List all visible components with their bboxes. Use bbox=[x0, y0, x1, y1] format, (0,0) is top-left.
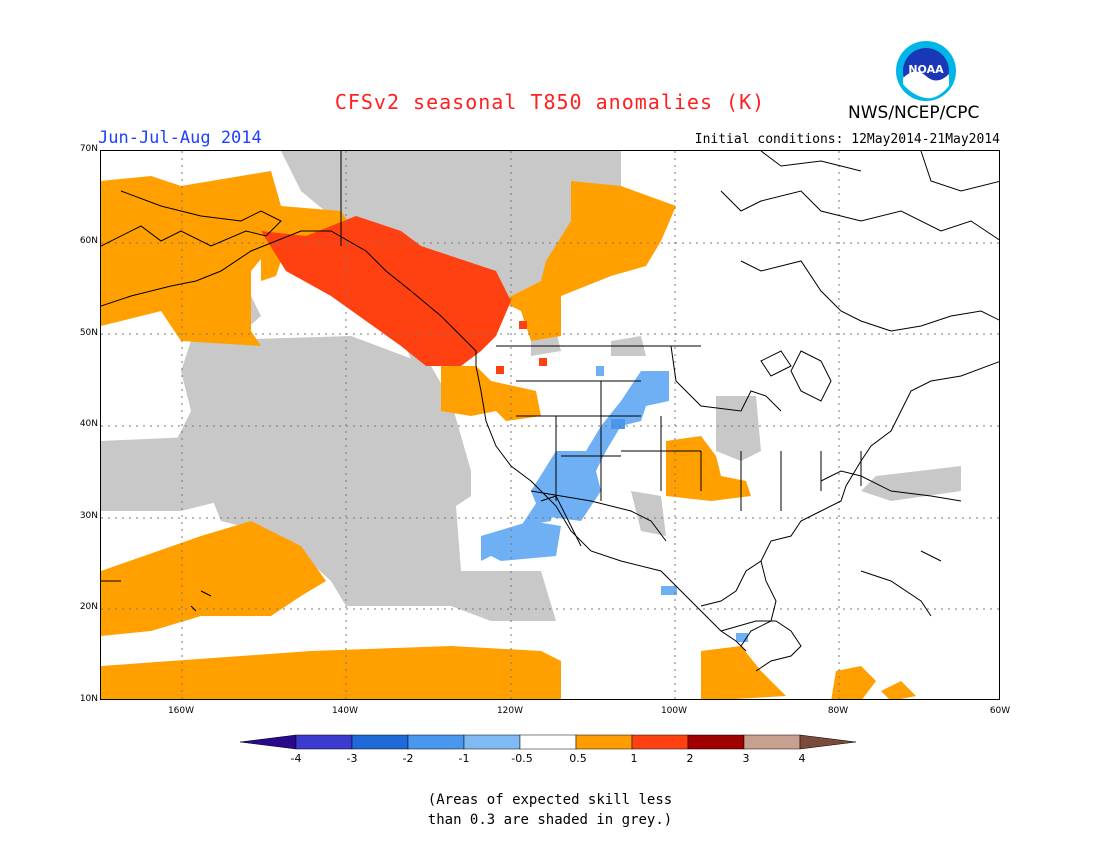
colorbar-tick-label: -4 bbox=[290, 752, 302, 765]
noaa-logo-text: NOAA bbox=[908, 63, 944, 76]
colorbar-cell bbox=[463, 734, 521, 750]
initial-conditions: Initial conditions: 12May2014-21May2014 bbox=[694, 132, 1000, 147]
colorbar-cell bbox=[743, 734, 801, 750]
agency-label: NWS/NCEP/CPC bbox=[848, 103, 980, 123]
noaa-logo-icon: NOAA bbox=[896, 41, 956, 101]
lat-label: 50N bbox=[79, 328, 98, 338]
lon-label: 120W bbox=[496, 706, 524, 716]
lat-label: 60N bbox=[79, 236, 98, 246]
colorbar-tick-label: -3 bbox=[346, 752, 358, 765]
lon-label: 140W bbox=[331, 706, 359, 716]
colorbar-tick-label: 4 bbox=[798, 752, 806, 765]
colorbar-cell bbox=[407, 734, 465, 750]
lat-label: 20N bbox=[79, 602, 98, 612]
skill-note-line2: than 0.3 are shaded in grey.) bbox=[427, 812, 673, 828]
lon-label: 160W bbox=[167, 706, 195, 716]
anomaly-neg-2-cell bbox=[611, 419, 625, 429]
colorbar-cell bbox=[687, 734, 745, 750]
lat-label: 10N bbox=[79, 694, 98, 704]
forecast-period: Jun-Jul-Aug 2014 bbox=[98, 128, 262, 148]
graticule bbox=[101, 151, 999, 699]
coastlines bbox=[101, 151, 999, 672]
colorbar-cell bbox=[519, 734, 577, 750]
colorbar-tick-label: 2 bbox=[686, 752, 694, 765]
colorbar-tick-label: -2 bbox=[402, 752, 414, 765]
map-title: CFSv2 seasonal T850 anomalies (K) bbox=[334, 90, 766, 114]
colorbar-tick-label: 3 bbox=[742, 752, 750, 765]
colorbar-cell bbox=[575, 734, 633, 750]
anomaly-neg-1-to-neg-0-5 bbox=[481, 366, 748, 642]
colorbar-tick-label: 1 bbox=[630, 752, 638, 765]
colorbar-cell bbox=[799, 734, 857, 750]
map-canvas bbox=[101, 151, 999, 699]
colorbar-tick-label: 0.5 bbox=[569, 752, 587, 765]
lon-label: 100W bbox=[660, 706, 688, 716]
skill-note-line1: (Areas of expected skill less bbox=[427, 792, 673, 808]
lat-label: 30N bbox=[79, 511, 98, 521]
anomaly-map bbox=[100, 150, 1000, 700]
colorbar-cell bbox=[240, 734, 297, 750]
lon-label: 80W bbox=[827, 706, 849, 716]
colorbar-cell bbox=[351, 734, 409, 750]
lat-label: 70N bbox=[79, 144, 98, 154]
colorbar-tick-label: -1 bbox=[458, 752, 470, 765]
colorbar-cell bbox=[631, 734, 689, 750]
lat-label: 40N bbox=[79, 419, 98, 429]
lon-label: 60W bbox=[989, 706, 1011, 716]
colorbar bbox=[240, 734, 857, 750]
anomaly-1-to-2 bbox=[261, 216, 547, 374]
colorbar-cell bbox=[295, 734, 353, 750]
colorbar-tick-label: -0.5 bbox=[511, 752, 533, 765]
